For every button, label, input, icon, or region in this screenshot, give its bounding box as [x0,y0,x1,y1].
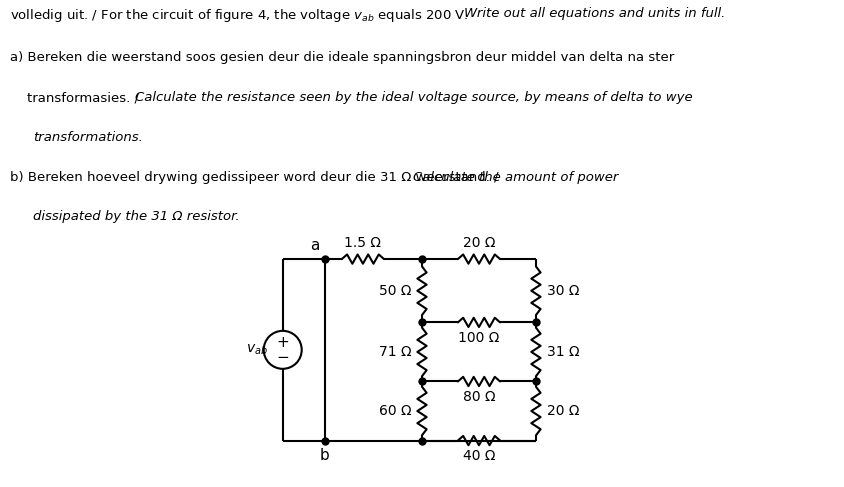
Text: Calculate the resistance seen by the ideal voltage source, by means of delta to : Calculate the resistance seen by the ide… [135,91,692,104]
Text: 31 Ω: 31 Ω [547,345,579,359]
Text: 1.5 Ω: 1.5 Ω [344,236,381,250]
Text: dissipated by the 31 Ω resistor.: dissipated by the 31 Ω resistor. [33,210,240,224]
Text: transformasies. /: transformasies. / [10,91,143,104]
Text: 50 Ω: 50 Ω [379,284,411,298]
Text: b) Bereken hoeveel drywing gedissipeer word deur die 31 Ω weerstand. /: b) Bereken hoeveel drywing gedissipeer w… [10,170,503,184]
Text: Calculate the amount of power: Calculate the amount of power [413,170,618,184]
Text: 40 Ω: 40 Ω [463,449,495,463]
Text: 71 Ω: 71 Ω [379,345,411,359]
Text: 30 Ω: 30 Ω [547,284,579,298]
Text: a) Bereken die weerstand soos gesien deur die ideale spanningsbron deur middel v: a) Bereken die weerstand soos gesien deu… [10,52,674,64]
Text: Write out all equations and units in full.: Write out all equations and units in ful… [463,7,725,20]
Text: 20 Ω: 20 Ω [463,236,495,250]
Text: 100 Ω: 100 Ω [458,331,500,345]
Text: b: b [320,448,330,463]
Text: 60 Ω: 60 Ω [379,404,411,418]
Text: −: − [276,350,289,364]
Text: $v_{ab}$: $v_{ab}$ [246,343,268,357]
Text: volledig uit. / For the circuit of figure 4, the voltage $v_{ab}$ equals 200 V.: volledig uit. / For the circuit of figur… [10,7,470,24]
Text: a: a [311,238,320,253]
Text: 80 Ω: 80 Ω [463,390,495,404]
Text: transformations.: transformations. [33,131,143,144]
Text: +: + [276,335,289,350]
Text: 20 Ω: 20 Ω [547,404,579,418]
